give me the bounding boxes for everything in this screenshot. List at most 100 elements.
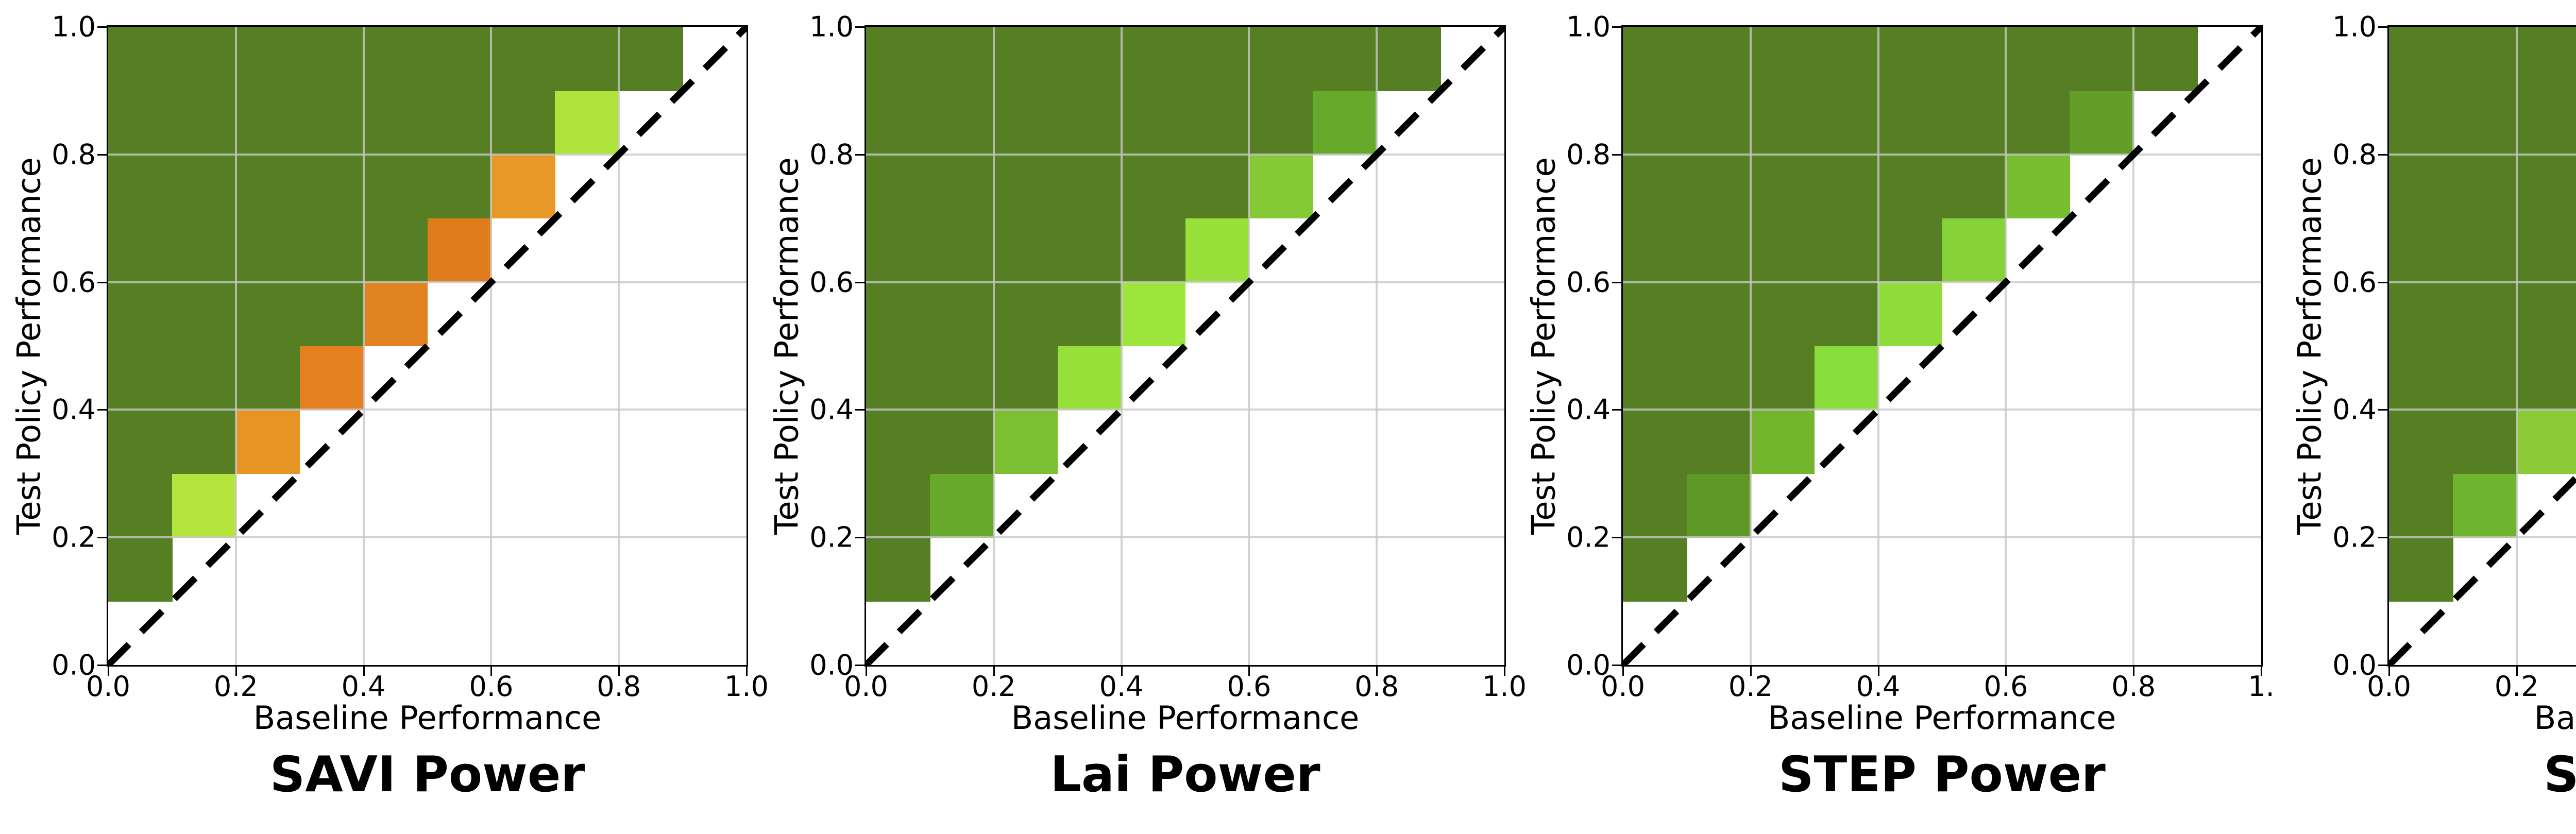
heatmap-cell (2389, 537, 2453, 602)
heatmap-cell (2516, 346, 2576, 411)
x-tick-label: 0.6 (1227, 670, 1272, 703)
y-tick-mark (1612, 665, 1621, 666)
heatmap-cell (235, 154, 300, 219)
heatmap-cell (1249, 90, 1313, 155)
heatmap-cell (866, 473, 930, 538)
y-tick-label: 0.0 (52, 649, 96, 682)
diagonal-reference-line (2389, 473, 2576, 665)
heatmap-cell (172, 90, 236, 155)
heatmap-cell (2516, 218, 2576, 283)
x-tick-label: 0.4 (341, 670, 386, 703)
heatmap-cell (1057, 27, 1122, 91)
heatmap-cell (172, 473, 236, 538)
heatmap-cell (235, 218, 300, 283)
y-tick-mark (2378, 665, 2387, 666)
heatmap-cell (929, 282, 994, 347)
x-tick-mark (2261, 667, 2262, 676)
heatmap-cell (2452, 410, 2517, 474)
heatmap-cell (235, 346, 300, 411)
y-tick-mark (97, 281, 107, 283)
heatmap-cell (1686, 282, 1751, 347)
heatmap-cell (929, 218, 994, 283)
y-tick-label: 0.8 (809, 138, 854, 171)
gridline-horizontal (2389, 536, 2576, 539)
y-tick-label: 0.4 (1566, 393, 1611, 426)
heatmap-cell (993, 154, 1058, 219)
gridline-vertical (362, 27, 365, 665)
y-tick-label: 0.0 (1566, 649, 1611, 682)
heatmap-cell (172, 346, 236, 411)
heatmap-cell (1121, 90, 1186, 155)
y-tick-label: 0.0 (809, 649, 854, 682)
plot-title: STEP Power (1778, 746, 2106, 803)
y-tick-label: 1.0 (2332, 10, 2377, 43)
heatmap-cell (235, 282, 300, 347)
heatmap-cell (1623, 537, 1687, 602)
y-tick-mark (2378, 537, 2387, 539)
plot-title: SPRT Power (2544, 746, 2576, 803)
heatmap-cell (108, 473, 173, 538)
heatmap-cell (1878, 27, 1943, 91)
x-tick-label: 1.0 (1482, 670, 1527, 703)
heatmap-cell (427, 154, 492, 219)
heatmap-cell (1121, 282, 1186, 347)
heatmap-cell (1878, 282, 1943, 347)
diagonal-reference-line (108, 27, 747, 665)
heatmap-cell (1623, 154, 1687, 219)
y-tick-mark (97, 26, 107, 28)
heatmap-cell (1814, 282, 1879, 347)
x-tick-mark (2005, 667, 2007, 676)
heatmap-cell (1750, 218, 1815, 283)
heatmap-cell (1623, 218, 1687, 283)
heatmap-cell (929, 410, 994, 474)
heatmap-cell (2133, 27, 2198, 91)
y-tick-label: 0.2 (2332, 521, 2377, 554)
gridline-horizontal (2389, 281, 2576, 283)
x-tick-mark (2133, 667, 2135, 676)
gridline-horizontal (2389, 153, 2576, 156)
heatmap-cell (1623, 410, 1687, 474)
heatmap-cell (363, 90, 428, 155)
gridline-horizontal (108, 281, 747, 283)
heatmap-cell (1686, 218, 1751, 283)
heatmap-cell (2452, 282, 2517, 347)
y-tick-mark (1612, 281, 1621, 283)
y-tick-mark (1612, 537, 1621, 539)
heatmap-cell (172, 282, 236, 347)
heatmap-cell (172, 410, 236, 474)
x-tick-label: 0.2 (213, 670, 258, 703)
plot-title: Lai Power (1050, 746, 1320, 803)
heatmap-cell (2516, 154, 2576, 219)
heatmap-cell (108, 154, 173, 219)
y-axis-label: Test Policy Performance (2291, 157, 2329, 535)
heatmap-cell (363, 27, 428, 91)
heatmap-cell (1686, 154, 1751, 219)
x-tick-label: 1. (2248, 670, 2275, 703)
heatmap-cell (1814, 90, 1879, 155)
x-tick-mark (746, 667, 748, 676)
gridline-vertical (2005, 27, 2007, 665)
heatmap-cell (491, 90, 555, 155)
subplot-sprt-power: Test Policy Performance Baseline Perform… (2291, 11, 2576, 803)
heatmap-cell (2452, 346, 2517, 411)
x-tick-label: 0.8 (597, 670, 641, 703)
heatmap-cell (1686, 410, 1751, 474)
y-tick-mark (855, 154, 865, 156)
gridline-horizontal (2389, 409, 2576, 411)
y-axis-label: Test Policy Performance (10, 157, 48, 535)
y-tick-mark (855, 537, 865, 539)
heatmap-cell (363, 218, 428, 283)
heatmap-cell (2389, 27, 2453, 91)
y-tick-label: 0.0 (2332, 649, 2377, 682)
heatmap-cell (2452, 154, 2517, 219)
x-tick-mark (2516, 667, 2518, 676)
gridline-vertical (1248, 27, 1250, 665)
gridline-horizontal (866, 281, 1504, 283)
gridline-vertical (2132, 27, 2135, 665)
heatmap-cell (1814, 27, 1879, 91)
x-tick-label: 0.2 (2494, 670, 2539, 703)
y-tick-mark (2378, 409, 2387, 411)
y-tick-mark (1612, 154, 1621, 156)
y-tick-mark (2378, 154, 2387, 156)
x-tick-label: 0.8 (1354, 670, 1399, 703)
